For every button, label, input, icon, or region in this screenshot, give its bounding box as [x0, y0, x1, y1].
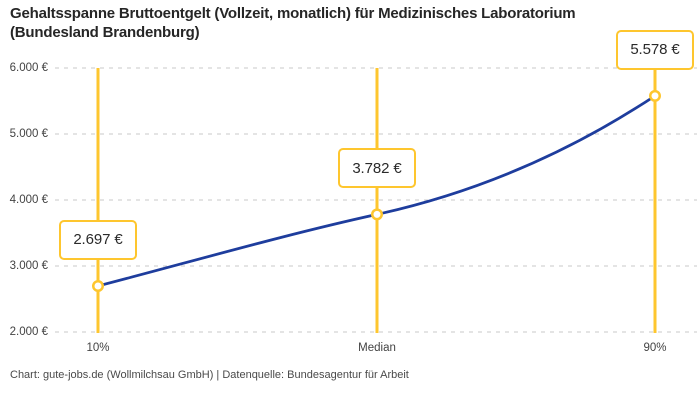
value-callout-Median: 3.782 €: [338, 148, 416, 189]
chart-title: Gehaltsspanne Bruttoentgelt (Vollzeit, m…: [10, 4, 690, 42]
y-axis-label-2000: 2.000 €: [9, 326, 48, 338]
data-point-10%: [92, 279, 104, 292]
chart-title-line1: Gehaltsspanne Bruttoentgelt (Vollzeit, m…: [10, 5, 576, 22]
data-point-Median: [371, 208, 383, 221]
data-point-90%: [649, 89, 661, 102]
x-axis-label-90%: 90%: [643, 342, 667, 354]
y-axis-label-4000: 4.000 €: [9, 194, 48, 206]
y-axis-label-3000: 3.000 €: [9, 260, 48, 272]
y-axis-label-5000: 5.000 €: [9, 128, 48, 140]
chart-title-line2: (Bundesland Brandenburg): [10, 24, 200, 42]
x-axis-label-10%: 10%: [86, 342, 110, 354]
value-callout-90%: 5.578 €: [616, 29, 694, 70]
x-axis-label-Median: Median: [358, 342, 396, 354]
chart-attribution: Chart: gute-jobs.de (Wollmilchsau GmbH) …: [10, 369, 409, 381]
value-callout-10%: 2.697 €: [59, 219, 137, 260]
y-axis-label-6000: 6.000 €: [9, 62, 48, 74]
